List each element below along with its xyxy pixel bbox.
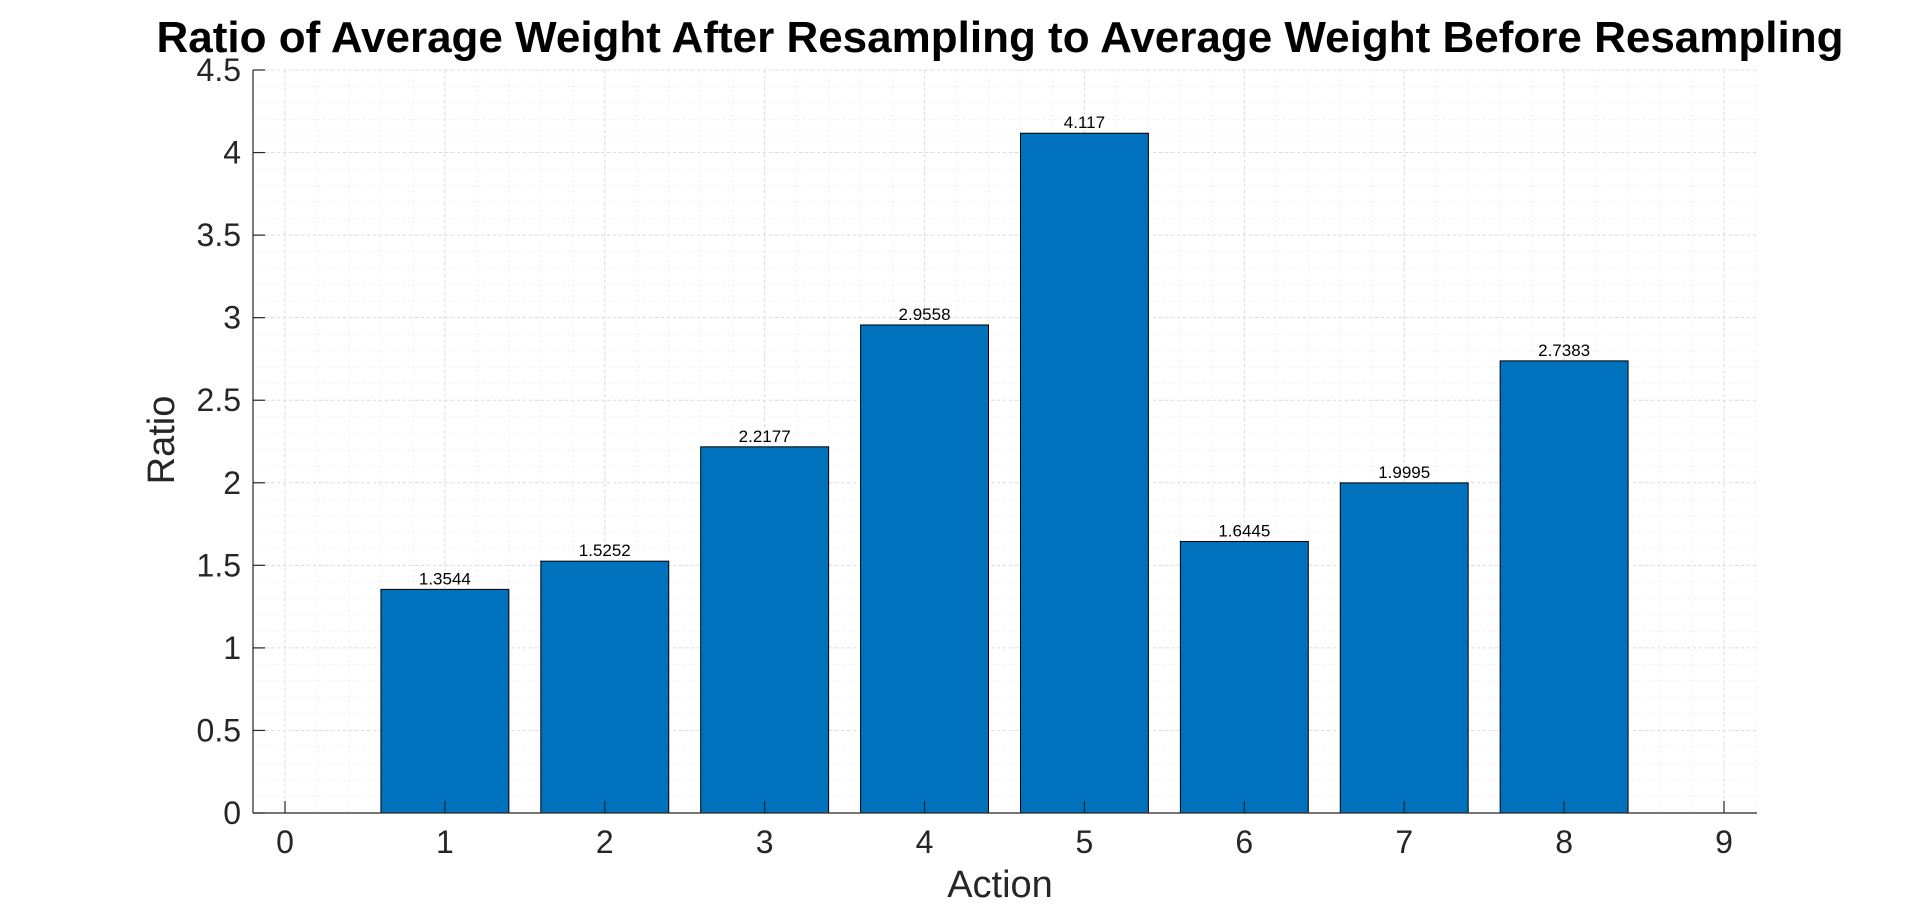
x-tick-label: 8 [1555,824,1573,860]
data-label-action-2: 1.5252 [579,541,631,560]
bar-action-3 [700,446,830,814]
y-tick-label: 4.5 [197,52,241,88]
x-tick-label: 6 [1235,824,1253,860]
y-tick-label: 2 [223,465,241,501]
bars [380,132,1629,814]
data-label-action-5: 4.117 [1064,113,1105,132]
axes [252,70,1757,814]
y-tick-label: 3.5 [197,217,241,253]
x-tick-label: 2 [596,824,614,860]
y-tick-label: 1.5 [197,547,241,583]
x-tick-label: 5 [1076,824,1094,860]
y-tick-label: 3 [223,300,241,336]
y-ticks: 0 0.5 1 1.5 2 2.5 3 3.5 4 4.5 [197,52,265,831]
y-tick-label: 1 [223,630,241,666]
data-label-action-7: 1.9995 [1378,463,1430,482]
y-tick-label: 0 [223,795,241,831]
bar-action-5 [1019,132,1149,814]
data-label-action-8: 2.7383 [1538,341,1590,360]
data-labels: 1.3544 1.5252 2.2177 2.9558 4.117 1.6445 1.999… [419,113,1590,588]
bar-action-1 [380,588,510,814]
data-label-action-3: 2.2177 [739,427,791,446]
data-label-action-6: 1.6445 [1218,521,1270,540]
chart-title: Ratio of Average Weight After Resampling… [157,13,1844,62]
bar-action-2 [540,560,670,814]
data-label-action-4: 2.9558 [899,305,951,324]
x-tick-label: 7 [1395,824,1413,860]
bar-action-4 [860,324,990,814]
y-tick-label: 4 [223,135,241,171]
bar-action-8 [1499,360,1629,814]
y-axis-label: Ratio [141,396,183,485]
x-tick-label: 4 [916,824,934,860]
x-tick-label: 3 [756,824,774,860]
bar-action-6 [1179,540,1309,814]
x-tick-label: 0 [276,824,294,860]
y-tick-label: 2.5 [197,382,241,418]
x-tick-label: 9 [1715,824,1733,860]
bar-action-7 [1339,482,1469,814]
y-tick-label: 0.5 [197,712,241,748]
data-label-action-1: 1.3544 [419,569,471,588]
x-ticks: 0 1 2 3 4 5 6 7 8 9 [276,801,1733,860]
x-tick-label: 1 [436,824,454,860]
x-axis-label: Action [947,864,1053,906]
